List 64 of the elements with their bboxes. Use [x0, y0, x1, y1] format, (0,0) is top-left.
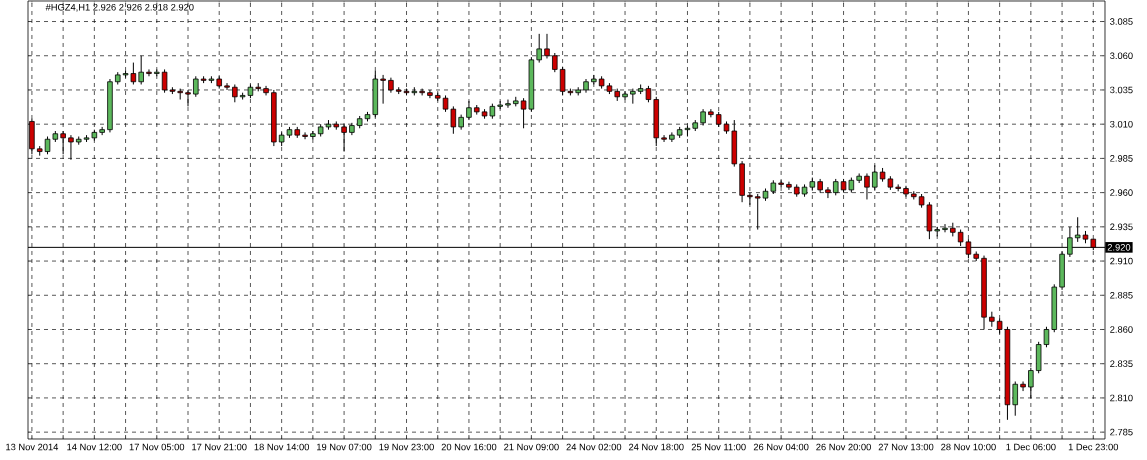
x-tick-label: 1 Dec 23:00: [1068, 443, 1119, 451]
y-tick-label: 3.035: [1110, 86, 1133, 94]
y-tick-label: 2.785: [1110, 428, 1133, 436]
candlestick: [185, 89, 191, 107]
candlestick: [1012, 381, 1018, 417]
candlestick: [552, 52, 558, 73]
candlestick: [138, 55, 144, 85]
y-tick-label: 2.960: [1110, 189, 1133, 196]
x-tick-label: 1 Dec 06:00: [1006, 443, 1056, 451]
x-tick-label: 26 Nov 04:00: [753, 443, 809, 451]
candlestick: [302, 131, 308, 140]
y-tick-label: 2.935: [1110, 223, 1133, 231]
candlestick: [193, 75, 199, 98]
candlestick: [708, 108, 714, 118]
candlestick: [786, 181, 792, 191]
candlestick: [872, 164, 878, 191]
x-tick-label: 26 Nov 20:00: [816, 443, 871, 451]
candlestick: [864, 172, 870, 200]
candlestick: [380, 74, 386, 105]
y-tick-label: 2.860: [1110, 326, 1133, 333]
x-tick-label: 28 Nov 10:00: [941, 443, 996, 451]
x-tick-label: 14 Nov 12:00: [67, 443, 122, 451]
candlestick: [536, 33, 542, 64]
x-tick-label: 25 Nov 11:00: [691, 443, 746, 451]
candlestick: [661, 134, 667, 143]
y-tick-label: 2.985: [1110, 155, 1133, 162]
x-tick-label: 19 Nov 23:00: [379, 443, 434, 451]
ref-line-label: 2.920: [1107, 244, 1131, 251]
y-tick-label: 2.910: [1110, 257, 1133, 265]
candlestick: [622, 90, 628, 101]
y-tick-label: 3.010: [1110, 120, 1133, 128]
x-tick-label: 17 Nov 05:00: [129, 443, 185, 451]
candlestick: [778, 179, 784, 188]
x-tick-label: 24 Nov 02:00: [566, 443, 622, 451]
x-tick-label: 24 Nov 18:00: [628, 443, 684, 451]
candlestick: [427, 89, 433, 99]
x-tick-label: 21 Nov 09:00: [504, 443, 559, 451]
candlestick: [310, 130, 316, 140]
y-tick-label: 2.885: [1110, 291, 1133, 299]
candlestick: [942, 223, 948, 233]
candlestick: [419, 88, 425, 96]
candlestick: [754, 193, 761, 231]
candlestick: [505, 99, 511, 109]
chart-title: #HGZ4,H1 2.926 2.926 2.918 2.920: [45, 3, 194, 12]
x-tick-label: 17 Nov 21:00: [192, 443, 247, 451]
candlestick: [1028, 367, 1034, 399]
candlestick: [1020, 381, 1026, 392]
x-tick-label: 18 Nov 14:00: [254, 443, 310, 451]
y-tick-label: 3.060: [1110, 52, 1133, 60]
x-tick-label: 19 Nov 07:00: [317, 443, 372, 451]
y-tick-label: 3.085: [1110, 18, 1133, 25]
candlestick: [224, 82, 230, 91]
candlestick: [825, 186, 831, 199]
y-tick-label: 2.810: [1110, 394, 1133, 402]
x-tick-label: 20 Nov 16:00: [441, 443, 497, 451]
candlestick: [341, 123, 347, 153]
x-tick-label: 13 Nov 2014: [6, 443, 59, 451]
y-tick-label: 2.835: [1110, 360, 1133, 367]
candlestick: [146, 68, 152, 77]
x-tick-label: 27 Nov 13:00: [878, 443, 934, 451]
candlestick: [466, 100, 472, 121]
candlestick: [747, 192, 753, 206]
candlestick: [68, 134, 74, 161]
candlestick: [544, 33, 550, 59]
